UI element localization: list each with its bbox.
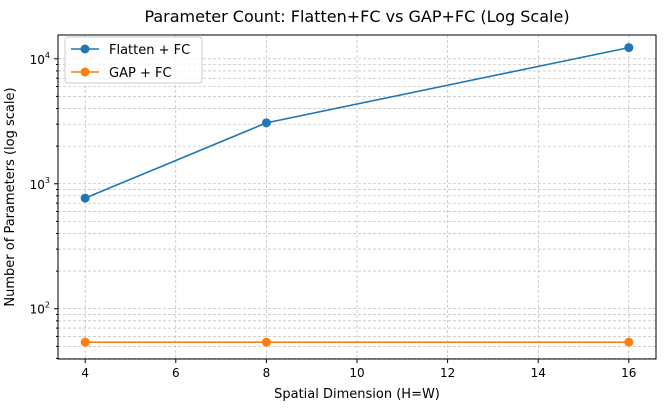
legend-label: Flatten + FC [109, 43, 190, 58]
plot-frame [57, 34, 657, 360]
data-point [80, 193, 90, 203]
x-tick-label: 12 [440, 366, 455, 380]
legend-marker [80, 44, 90, 54]
data-point [624, 43, 634, 53]
legend-label: GAP + FC [109, 66, 172, 81]
x-tick-label: 4 [81, 366, 89, 380]
data-point [80, 337, 90, 347]
x-tick-label: 10 [349, 366, 364, 380]
x-tick-label: 8 [263, 366, 271, 380]
legend-marker [80, 67, 90, 77]
legend: Flatten + FC GAP + FC [64, 36, 203, 84]
data-point [261, 337, 271, 347]
y-tick-label: 104 [30, 51, 50, 67]
y-tick-label: 102 [30, 301, 50, 317]
x-tick-label: 6 [172, 366, 180, 380]
x-tick-label: 14 [531, 366, 546, 380]
chart-title: Parameter Count: Flatten+FC vs GAP+FC (L… [144, 7, 569, 26]
data-point [261, 118, 271, 128]
y-axis-label: Number of Parameters (log scale) [3, 87, 18, 306]
y-tick-label: 103 [30, 176, 50, 192]
x-axis-label: Spatial Dimension (H=W) [274, 387, 440, 402]
x-tick-label: 16 [621, 366, 636, 380]
data-point [624, 337, 634, 347]
